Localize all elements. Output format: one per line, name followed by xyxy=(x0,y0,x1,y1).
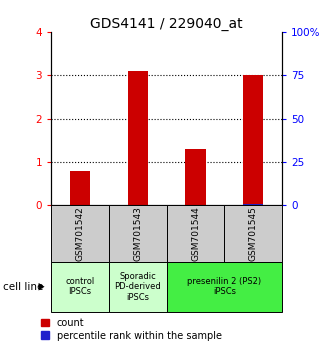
Title: GDS4141 / 229040_at: GDS4141 / 229040_at xyxy=(90,17,243,31)
Legend: count, percentile rank within the sample: count, percentile rank within the sample xyxy=(41,318,222,341)
Text: presenilin 2 (PS2)
iPSCs: presenilin 2 (PS2) iPSCs xyxy=(187,277,261,296)
Text: cell line: cell line xyxy=(3,282,44,292)
Bar xyxy=(167,205,224,262)
Text: GSM701544: GSM701544 xyxy=(191,206,200,261)
Text: GSM701545: GSM701545 xyxy=(249,206,258,261)
Text: GSM701543: GSM701543 xyxy=(133,206,142,261)
Bar xyxy=(128,71,148,205)
Bar xyxy=(224,205,282,262)
Bar xyxy=(109,205,167,262)
Bar xyxy=(51,262,109,312)
Polygon shape xyxy=(39,283,45,291)
Text: Sporadic
PD-derived
iPSCs: Sporadic PD-derived iPSCs xyxy=(115,272,161,302)
Bar xyxy=(167,262,282,312)
Bar xyxy=(109,262,167,312)
Text: GSM701542: GSM701542 xyxy=(76,206,84,261)
Bar xyxy=(70,171,90,205)
Bar xyxy=(185,149,206,205)
Bar xyxy=(51,205,109,262)
Text: control
IPSCs: control IPSCs xyxy=(65,277,95,296)
Bar xyxy=(243,75,263,205)
